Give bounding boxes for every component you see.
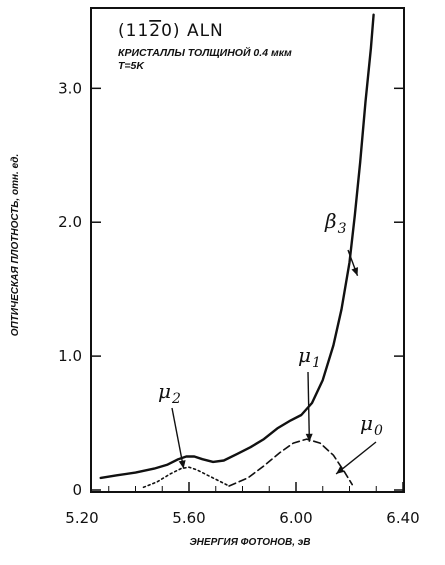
x-tick-label: 5.20 bbox=[65, 509, 98, 527]
annotation-arrow-μ2 bbox=[171, 407, 185, 469]
x-tick-label: 6.40 bbox=[386, 509, 419, 527]
series-line-β3 bbox=[99, 13, 375, 480]
annotation-label-μ2: μ2 bbox=[158, 379, 181, 407]
y-tick-label: 0 bbox=[72, 481, 82, 499]
series-layer bbox=[99, 13, 375, 489]
annotation-label-μ0: μ0 bbox=[360, 411, 383, 439]
chart-subtitle: КРИСТАЛЛЫ ТОЛЩИНОЙ 0.4 мкм bbox=[118, 46, 292, 59]
plot-frame bbox=[90, 7, 405, 493]
y-tick-label: 3.0 bbox=[58, 79, 82, 97]
annotation-layer: β3 μ1 μ2 μ0 bbox=[158, 209, 383, 475]
y-tick-label: 1.0 bbox=[58, 347, 82, 365]
chart-title: (1120) ALN bbox=[118, 21, 224, 41]
annotation-label-μ1: μ1 bbox=[298, 343, 321, 371]
annotation-arrow-μ0 bbox=[335, 441, 377, 475]
annotation-arrowhead-μ0 bbox=[336, 466, 345, 474]
annotation-label-β3: β3 bbox=[324, 209, 347, 237]
y-tick-label: 2.0 bbox=[58, 213, 82, 231]
x-tick-label: 6.00 bbox=[279, 509, 312, 527]
annotation-arrowhead-μ2 bbox=[178, 460, 186, 469]
series-line-μ2 bbox=[142, 466, 230, 489]
y-axis-label: ОПТИЧЕСКАЯ ПЛОТНОСТЬ, отн. ед. bbox=[10, 154, 21, 336]
annotation-arrowhead-μ1 bbox=[305, 433, 313, 442]
series-line-μ1 bbox=[228, 438, 353, 487]
annotation-arrowhead-β3 bbox=[351, 267, 358, 276]
x-axis-label: ЭНЕРГИЯ ФОТОНОВ, эВ bbox=[189, 537, 310, 548]
chart-note: T=5K bbox=[118, 60, 145, 72]
title-overbar-digit: 2 bbox=[149, 21, 161, 41]
x-tick-label: 5.60 bbox=[172, 509, 205, 527]
ticks-layer: 5.20 5.60 6.00 6.40 0 1.0 2.0 3.0 bbox=[58, 79, 420, 527]
annotation-arrow-μ1 bbox=[307, 371, 311, 442]
